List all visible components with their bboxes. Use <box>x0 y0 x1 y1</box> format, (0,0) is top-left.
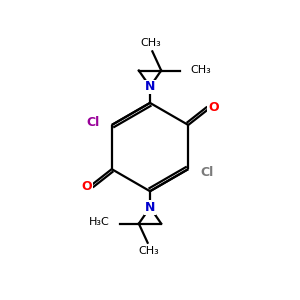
Text: O: O <box>81 180 92 193</box>
Text: CH₃: CH₃ <box>140 38 161 48</box>
Text: CH₃: CH₃ <box>139 246 160 256</box>
Text: H₃C: H₃C <box>88 217 110 227</box>
Text: N: N <box>145 80 155 93</box>
Text: N: N <box>145 201 155 214</box>
Text: Cl: Cl <box>200 166 213 178</box>
Text: Cl: Cl <box>87 116 100 128</box>
Text: CH₃: CH₃ <box>190 65 212 76</box>
Text: O: O <box>208 101 219 114</box>
